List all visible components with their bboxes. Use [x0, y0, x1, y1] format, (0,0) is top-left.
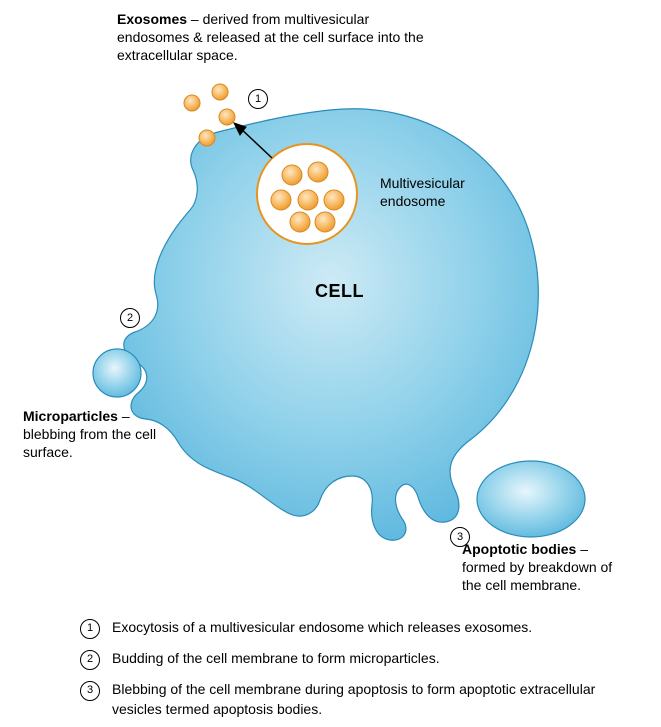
legend-text-1: Exocytosis of a multivesicular endosome …	[112, 618, 600, 638]
legend-num-2: 2	[80, 650, 100, 670]
legend-num-3: 3	[80, 681, 100, 701]
apoptotic-annotation: Apoptotic bodies – formed by breakdown o…	[462, 540, 632, 595]
apoptotic-bold: Apoptotic bodies	[462, 541, 576, 557]
cell-label: CELL	[315, 281, 364, 302]
badge-3: 3	[450, 527, 470, 547]
microparticle	[93, 349, 141, 397]
microparticles-bold: Microparticles	[23, 408, 118, 424]
mv-label-line2: endosome	[380, 193, 445, 209]
legend-num-1: 1	[80, 619, 100, 639]
exosomes-bold: Exosomes	[117, 11, 187, 27]
microparticles-annotation: Microparticles – blebbing from the cell …	[23, 407, 183, 462]
badge-1: 1	[248, 89, 268, 109]
apoptotic-body	[477, 461, 585, 537]
exosomes-annotation: Exosomes – derived from multivesicular e…	[117, 10, 437, 65]
mv-endosome-label: Multivesicular endosome	[380, 175, 465, 210]
mv-label-line1: Multivesicular	[380, 175, 465, 191]
legend-row-1: 1 Exocytosis of a multivesicular endosom…	[80, 618, 600, 639]
diagram-canvas: Exosomes – derived from multivesicular e…	[0, 0, 661, 727]
legend-text-3: Blebbing of the cell membrane during apo…	[112, 680, 600, 719]
legend: 1 Exocytosis of a multivesicular endosom…	[80, 618, 600, 727]
legend-text-2: Budding of the cell membrane to form mic…	[112, 649, 600, 669]
legend-row-2: 2 Budding of the cell membrane to form m…	[80, 649, 600, 670]
legend-row-3: 3 Blebbing of the cell membrane during a…	[80, 680, 600, 719]
badge-2: 2	[120, 308, 140, 328]
